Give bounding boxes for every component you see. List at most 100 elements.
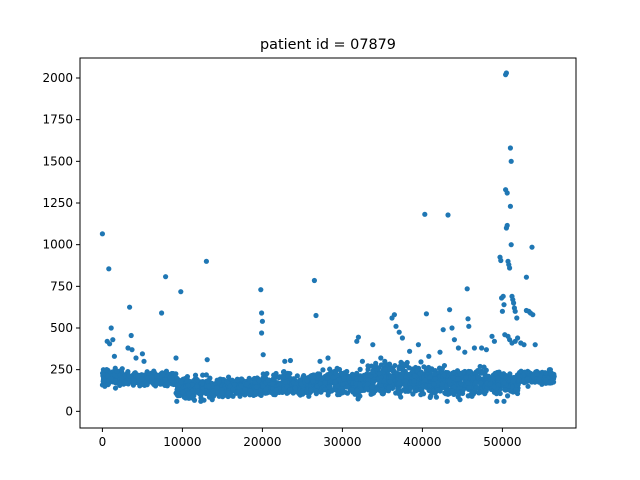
data-point [510, 300, 517, 306]
data-point [349, 387, 355, 393]
data-point [441, 372, 447, 378]
data-point [465, 316, 471, 322]
data-point [260, 371, 266, 377]
data-point [442, 390, 448, 396]
data-point [487, 381, 493, 387]
data-point [238, 376, 244, 382]
data-point [138, 382, 144, 388]
data-point [364, 381, 371, 387]
data-point [479, 345, 485, 351]
data-point [322, 387, 328, 393]
y-axis: 0 250 500 750 1000 1250 1500 1750 2000 [42, 71, 80, 418]
data-point [498, 257, 504, 264]
data-point [234, 377, 240, 383]
data-point [431, 381, 437, 387]
data-point [206, 383, 212, 389]
data-point [381, 378, 387, 384]
data-point [478, 380, 484, 386]
data-point [173, 355, 179, 361]
data-point [427, 383, 433, 389]
data-point [543, 370, 549, 376]
data-point [324, 375, 331, 381]
data-point [330, 374, 336, 381]
data-point [204, 357, 210, 363]
data-point [149, 375, 155, 381]
data-point [131, 378, 137, 384]
data-point [178, 379, 184, 385]
y-tick-label: 1250 [42, 196, 73, 210]
data-point [226, 390, 232, 396]
data-point [214, 385, 220, 391]
data-point [354, 338, 360, 344]
data-point [320, 367, 326, 373]
data-point [367, 373, 374, 379]
data-point [386, 385, 392, 391]
data-point [432, 376, 439, 382]
data-point [125, 369, 131, 375]
data-point [502, 387, 509, 393]
data-point [258, 392, 264, 398]
data-point [236, 388, 242, 394]
data-point [310, 374, 316, 380]
data-point [269, 381, 276, 387]
data-point [327, 366, 333, 372]
data-point [440, 327, 446, 333]
data-point [247, 388, 253, 394]
data-point [378, 355, 384, 361]
data-point [271, 375, 277, 381]
data-point [128, 332, 134, 339]
data-point [253, 384, 260, 390]
data-point [394, 370, 400, 376]
data-point [501, 302, 507, 308]
data-point [370, 369, 376, 375]
data-point [508, 158, 514, 164]
data-point [534, 371, 540, 377]
data-point [159, 310, 165, 316]
y-tick-label: 2000 [42, 71, 73, 85]
data-point [503, 70, 509, 76]
data-point [423, 311, 429, 317]
data-point [113, 378, 119, 384]
data-point [186, 391, 192, 397]
data-point [314, 383, 320, 389]
data-point [198, 398, 204, 404]
data-point [365, 366, 371, 373]
data-point [338, 371, 345, 377]
data-point [480, 370, 486, 376]
data-point [258, 287, 264, 293]
data-point [135, 373, 141, 379]
data-point [458, 380, 464, 387]
data-point [449, 388, 455, 394]
data-point [344, 384, 350, 390]
data-point [422, 211, 428, 217]
data-point [435, 380, 441, 386]
data-point [294, 373, 300, 379]
data-point [111, 353, 117, 359]
data-point [178, 289, 184, 295]
data-point [427, 394, 433, 400]
data-point [100, 378, 106, 384]
data-point [144, 382, 150, 388]
data-point [482, 388, 488, 394]
data-point [500, 293, 506, 299]
data-point [259, 330, 265, 336]
data-point [463, 375, 469, 381]
x-axis: 0 10000 20000 30000 40000 50000 [99, 428, 521, 449]
data-point [395, 386, 401, 393]
data-point [313, 391, 319, 397]
data-point [191, 397, 198, 403]
data-point [256, 377, 262, 384]
data-point [514, 390, 521, 397]
data-point [529, 244, 535, 250]
data-point [523, 274, 530, 280]
data-point [163, 368, 170, 374]
data-point [260, 383, 266, 389]
data-point [308, 388, 314, 394]
data-point [450, 375, 456, 381]
data-point [365, 363, 371, 369]
data-point [112, 385, 119, 391]
data-point [504, 222, 510, 229]
data-point [391, 312, 397, 318]
data-point [404, 363, 410, 369]
data-point [530, 312, 536, 318]
